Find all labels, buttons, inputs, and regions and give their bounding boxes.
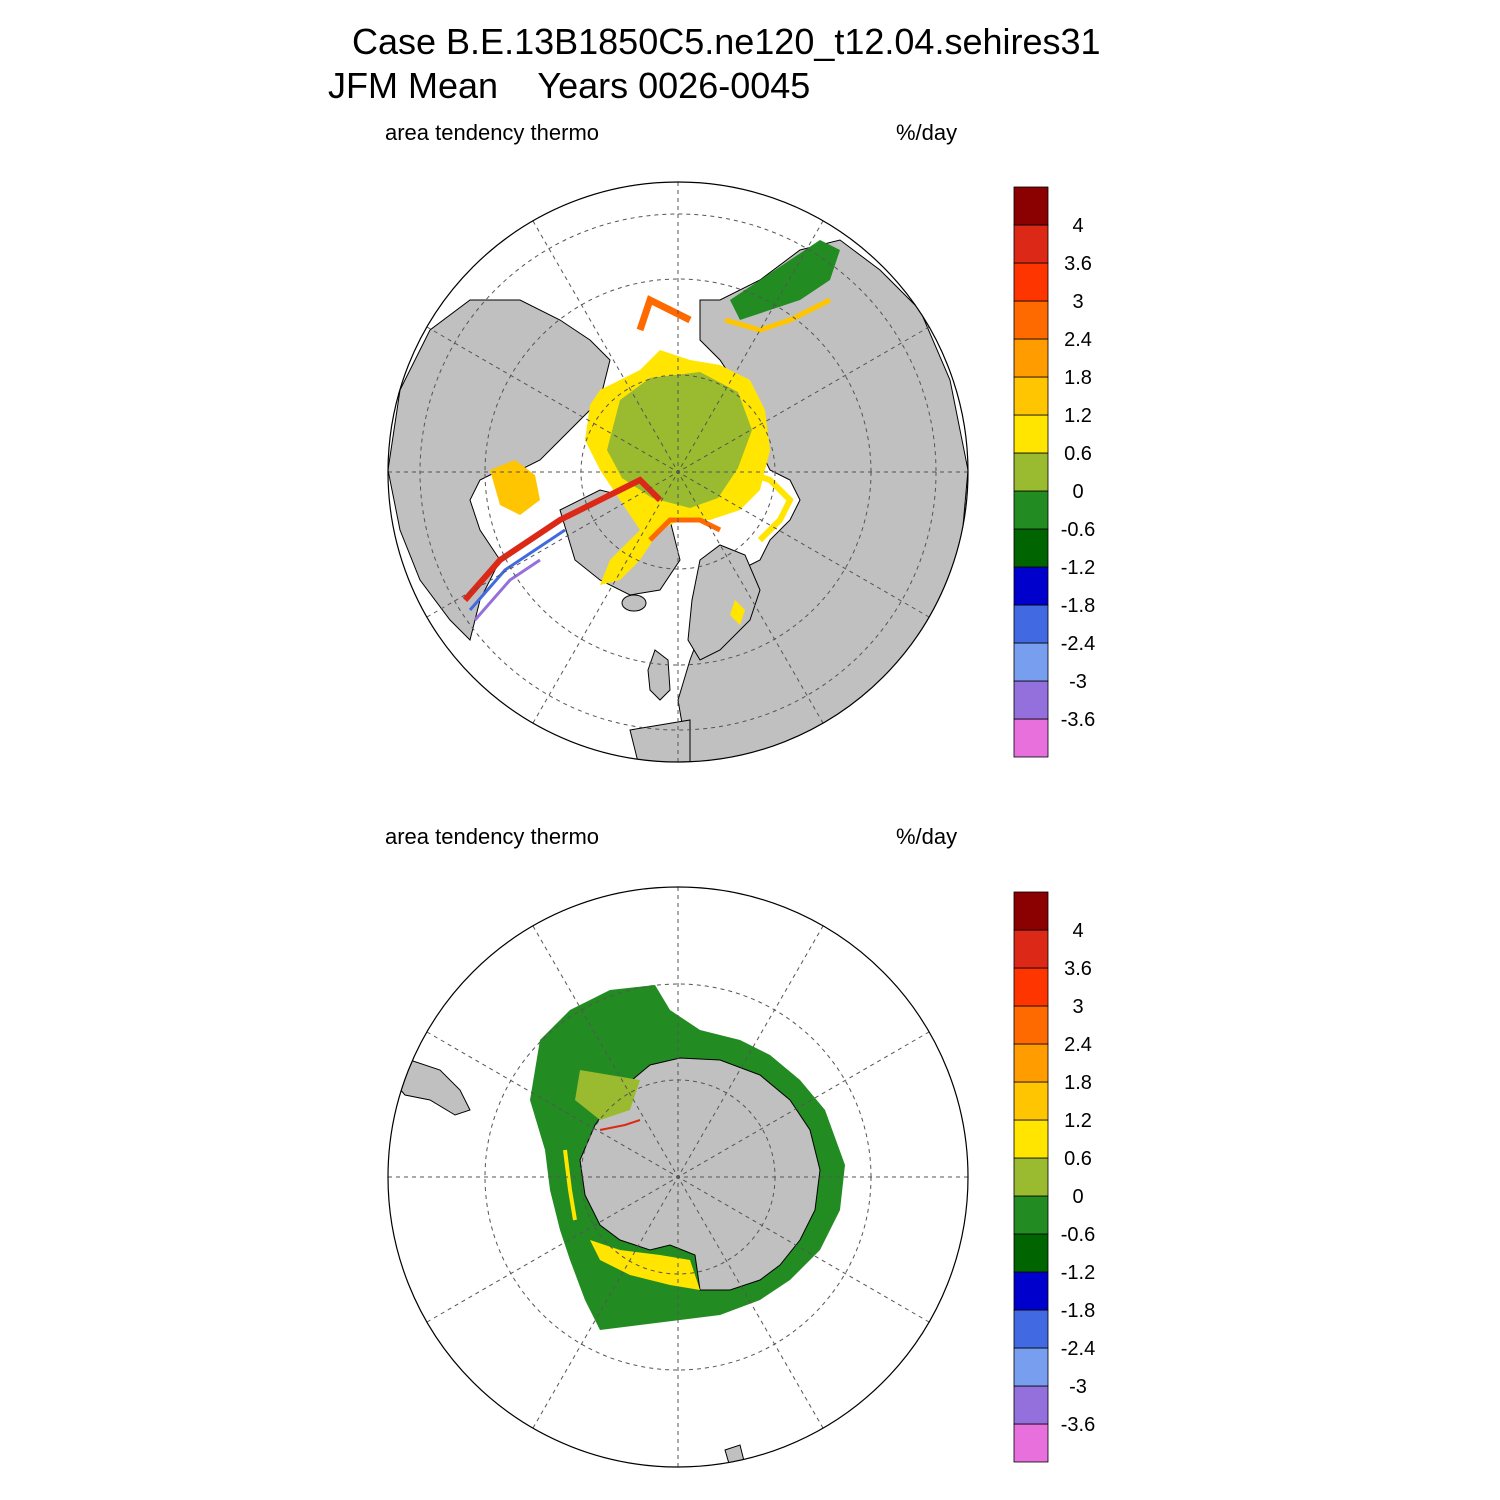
- north-map-ice-labrador-purple: [473, 558, 541, 621]
- north-colorbar-tick-label: -1.2: [1061, 557, 1095, 579]
- south-map-ice-weddell: [575, 1070, 640, 1120]
- north-colorbar-swatch-6: [1013, 490, 1049, 530]
- north-colorbar-swatch-14: [1013, 186, 1049, 226]
- north-colorbar-swatch-7: [1013, 452, 1049, 492]
- north-map-land-iceland: [621, 594, 647, 612]
- north-map-graticule: [388, 182, 968, 762]
- south-colorbar-tick-label: 3: [1072, 996, 1083, 1018]
- north-colorbar-tick-label: -3.6: [1061, 709, 1095, 731]
- south-colorbar-tick-label: 4: [1072, 920, 1083, 942]
- south-map-ice-coastal-red: [599, 1119, 641, 1131]
- north-colorbar-tick-label: 3: [1072, 291, 1083, 313]
- north-colorbar-swatch-12: [1013, 262, 1049, 302]
- south-colorbar-tick-label: 1.2: [1064, 1110, 1092, 1132]
- north-colorbar-tick-label: -0.6: [1061, 519, 1095, 541]
- south-colorbar-swatch-7: [1013, 1157, 1049, 1197]
- north-panel-variable-label: area tendency thermo: [385, 120, 600, 145]
- north-colorbar-tick-label: -1.8: [1061, 595, 1095, 617]
- figure-title-line-1: Case B.E.13B1850C5.ne120_t12.04.sehires3…: [352, 21, 1101, 62]
- north-colorbar-swatch-2: [1013, 642, 1049, 682]
- south-colorbar-tick-label: -1.2: [1061, 1262, 1095, 1284]
- south-colorbar: -3.6 -3 -2.4 -1.8 -1.2 -0.6 0 0.6 1.2 1.8 2.4 3 3.6 4: [1013, 891, 1095, 1463]
- south-map-graticule: [388, 887, 968, 1467]
- south-colorbar-tick-label: -3: [1069, 1376, 1087, 1398]
- north-map-land-europe: [687, 544, 761, 661]
- south-colorbar-tick-label: 3.6: [1064, 958, 1092, 980]
- north-colorbar-swatch-1: [1013, 680, 1049, 720]
- south-map-ice-coastal-yellow: [563, 1149, 577, 1221]
- south-colorbar-swatch-6: [1013, 1195, 1049, 1235]
- south-colorbar-tick-label: 0: [1072, 1186, 1083, 1208]
- south-colorbar-swatch-1: [1013, 1385, 1049, 1425]
- south-colorbar-tick-label: 2.4: [1064, 1034, 1092, 1056]
- north-colorbar-swatch-3: [1013, 604, 1049, 644]
- north-map-land-africa-edge: [629, 719, 691, 762]
- south-colorbar-swatch-12: [1013, 967, 1049, 1007]
- north-colorbar-tick-label: 1.2: [1064, 405, 1092, 427]
- south-colorbar-swatch-3: [1013, 1309, 1049, 1349]
- south-colorbar-tick-label: -0.6: [1061, 1224, 1095, 1246]
- south-colorbar-tick-label: -2.4: [1061, 1338, 1095, 1360]
- north-colorbar-tick-label: -3: [1069, 671, 1087, 693]
- north-colorbar-tick-label: 0: [1072, 481, 1083, 503]
- south-panel-units-label: %/day: [896, 824, 958, 849]
- south-colorbar-swatch-9: [1013, 1081, 1049, 1121]
- north-colorbar-tick-label: 0.6: [1064, 443, 1092, 465]
- south-map-land-antarctica: [579, 1057, 821, 1291]
- north-map-ice-hudson: [490, 460, 540, 515]
- south-polar-map: [387, 886, 969, 1468]
- south-colorbar-swatch-0: [1013, 1423, 1049, 1463]
- north-map-ice-greenland-east: [648, 517, 722, 542]
- north-panel-units-label: %/day: [896, 120, 958, 145]
- north-colorbar: -3.6 -3 -2.4 -1.8 -1.2 -0.6 0 0.6 1.2 1.8 2.4 3 3.6 4: [1013, 186, 1095, 758]
- north-colorbar-swatch-8: [1013, 414, 1049, 454]
- north-colorbar-swatch-10: [1013, 338, 1049, 378]
- south-colorbar-swatch-11: [1013, 1005, 1049, 1045]
- north-colorbar-swatch-9: [1013, 376, 1049, 416]
- south-colorbar-swatch-8: [1013, 1119, 1049, 1159]
- north-colorbar-tick-label: -2.4: [1061, 633, 1095, 655]
- north-map-ice-labrador-edge: [462, 476, 663, 602]
- north-colorbar-swatch-11: [1013, 300, 1049, 340]
- south-colorbar-swatch-2: [1013, 1347, 1049, 1387]
- north-colorbar-tick-label: 4: [1072, 215, 1083, 237]
- figure-title-line-2: JFM Mean Years 0026-0045: [328, 65, 811, 106]
- south-map-border: [387, 886, 969, 1468]
- north-polar-map: [387, 181, 969, 763]
- north-colorbar-swatch-13: [1013, 224, 1049, 264]
- north-map-ice-barents: [739, 467, 794, 543]
- north-colorbar-swatch-5: [1013, 528, 1049, 568]
- north-map-land-eurasia: [677, 239, 968, 762]
- south-colorbar-swatch-5: [1013, 1233, 1049, 1273]
- south-colorbar-tick-label: 0.6: [1064, 1148, 1092, 1170]
- north-colorbar-tick-label: 2.4: [1064, 329, 1092, 351]
- north-colorbar-swatch-0: [1013, 718, 1049, 758]
- south-colorbar-swatch-14: [1013, 891, 1049, 931]
- south-colorbar-swatch-10: [1013, 1043, 1049, 1083]
- north-map-ice-labrador-blue: [468, 528, 566, 611]
- south-colorbar-swatch-4: [1013, 1271, 1049, 1311]
- north-map-ice-baltic: [730, 600, 745, 625]
- north-colorbar-tick-label: 3.6: [1064, 253, 1092, 275]
- north-colorbar-tick-label: 1.8: [1064, 367, 1092, 389]
- north-map-land-uk: [647, 649, 671, 701]
- north-map-ice-bering: [636, 295, 692, 332]
- north-map-ice-okhotsk-edge: [724, 297, 832, 333]
- south-colorbar-tick-label: -3.6: [1061, 1414, 1095, 1436]
- south-colorbar-tick-label: -1.8: [1061, 1300, 1095, 1322]
- south-panel-variable-label: area tendency thermo: [385, 824, 600, 849]
- south-colorbar-swatch-13: [1013, 929, 1049, 969]
- north-map-border: [387, 181, 969, 763]
- north-map-ice-okhotsk: [730, 240, 840, 320]
- north-colorbar-swatch-4: [1013, 566, 1049, 606]
- south-colorbar-tick-label: 1.8: [1064, 1072, 1092, 1094]
